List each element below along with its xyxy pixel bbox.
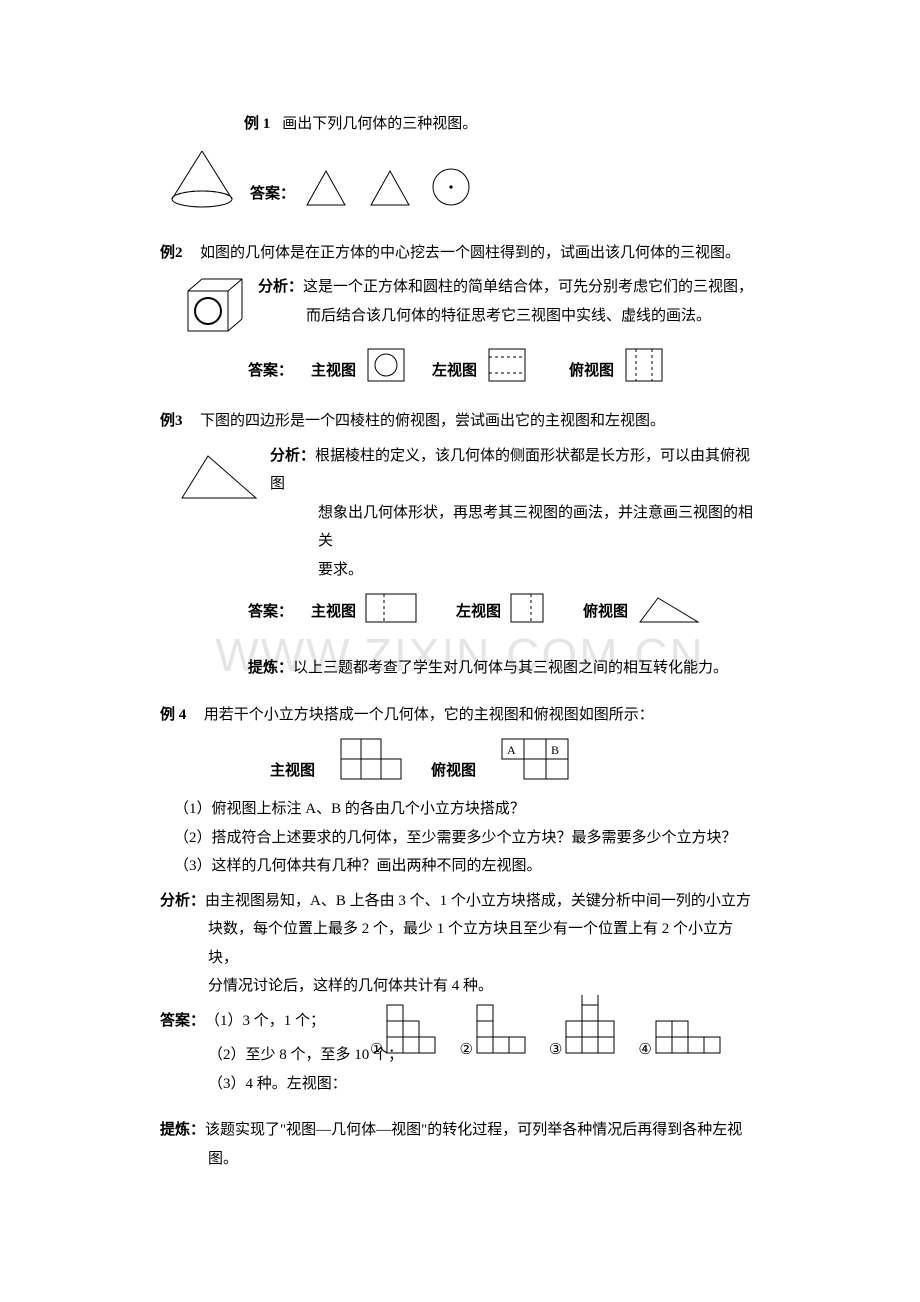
leftview-3: ③ — [549, 995, 618, 1065]
document-page: 例 1 画出下列几何体的三种视图。 答案： — [0, 0, 920, 1251]
ex3-analysis-1: 分析：根据棱柱的定义，该几何体的侧面形状都是长方形，可以由其俯视图 — [270, 442, 760, 499]
ex1-answer-label: 答案： — [250, 180, 295, 209]
ex3-front-label: 主视图 — [311, 598, 356, 627]
ex2-analysis-label: 分析： — [258, 279, 303, 295]
ex3-left-label: 左视图 — [456, 598, 501, 627]
leftview-2: ② — [459, 995, 528, 1065]
ex2-analysis-2: 而后结合该几何体的特征思考它三视图中实线、虚线的画法。 — [258, 302, 760, 331]
triangle-front-icon — [301, 165, 351, 209]
ex1-header-row: 例 1 画出下列几何体的三种视图。 — [160, 110, 760, 139]
leftview-2-num: ② — [459, 1036, 472, 1065]
ex4-answer-label: 答案： — [160, 1007, 205, 1036]
ex3-front-svg — [362, 590, 420, 626]
ex2-top-group: 俯视图 — [569, 345, 666, 385]
ex2-body: 分析：这是一个正方体和圆柱的简单结合体，可先分别考虑它们的三视图， 而后结合该几… — [160, 273, 760, 345]
ex4-top-svg: A B — [498, 735, 574, 785]
ex2-front-svg — [364, 345, 408, 385]
ex3-distill-label: 提炼： — [248, 660, 293, 676]
example-4: 例 4 用若干个小立方块搭成一个几何体，它的主视图和俯视图如图所示： 主视图 俯… — [160, 701, 760, 1174]
ex3-header: 例3 下图的四边形是一个四棱柱的俯视图，尝试画出它的主视图和左视图。 — [160, 407, 760, 436]
ex4-q3: （3）这样的几何体共有几种？画出两种不同的左视图。 — [160, 852, 760, 881]
example-1: 例 1 画出下列几何体的三种视图。 答案： — [160, 110, 760, 209]
leftview-3-num: ③ — [549, 1036, 562, 1065]
ex4-front-svg — [337, 735, 409, 785]
example-3: 例3 下图的四边形是一个四棱柱的俯视图，尝试画出它的主视图和左视图。 分析：根据… — [160, 407, 760, 683]
ex4-analysis-l1: 由主视图易知，A、B 上各由 3 个、1 个小立方块搭成，关键分析中间一列的小立… — [205, 893, 751, 909]
ex4-figure-row: 主视图 俯视图 A B — [160, 735, 760, 785]
ex1-figures-row: 答案： — [160, 145, 760, 209]
ex4-distill-l1: 该题实现了"视图—几何体—视图"的转化过程，可列举各种情况后再得到各种左视 — [205, 1122, 742, 1138]
ex3-analysis-text3: 要求。 — [318, 562, 363, 578]
ex4-q2: （2）搭成符合上述要求的几何体，至少需要多少个立方块？最多需要多少个立方块？ — [160, 824, 760, 853]
ex3-distill: 提炼：以上三题都考查了学生对几何体与其三视图之间的相互转化能力。 — [160, 654, 760, 683]
cell-A: A — [507, 743, 516, 757]
ex3-distill-text: 以上三题都考查了学生对几何体与其三视图之间的相互转化能力。 — [293, 660, 728, 676]
ex3-top-group: 俯视图 — [583, 592, 704, 626]
ex4-prompt: 用若干个小立方块搭成一个几何体，它的主视图和俯视图如图所示： — [204, 707, 654, 723]
ex4-label: 例 4 — [160, 707, 186, 723]
ex1-prompt: 画出下列几何体的三种视图。 — [282, 110, 477, 139]
ex3-top-svg — [634, 592, 704, 626]
ex3-analysis-text2: 想象出几何体形状，再思考其三视图的画法，并注意画三视图的相关 — [318, 499, 760, 556]
ex2-label: 例2 — [160, 245, 183, 261]
ex3-analysis-3: 要求。 — [270, 556, 760, 585]
ex3-label: 例3 — [160, 413, 183, 429]
ex4-ans3: （3）4 种。左视图： — [208, 1076, 347, 1092]
ex2-prompt: 如图的几何体是在正方体的中心挖去一个圆柱得到的，试画出该几何体的三视图。 — [200, 245, 740, 261]
ex4-top-label: 俯视图 — [431, 757, 476, 786]
ex4-distill-label: 提炼： — [160, 1122, 205, 1138]
ex2-answer-label: 答案： — [248, 357, 293, 386]
ex3-left-svg — [507, 590, 547, 626]
ex3-analysis-label: 分析： — [270, 448, 315, 464]
circle-top-icon — [429, 165, 473, 209]
cube-hole-figure — [180, 273, 252, 345]
ex3-analysis-2: 想象出几何体形状，再思考其三视图的画法，并注意画三视图的相关 — [270, 499, 760, 556]
ex4-ans1: （1）3 个，1 个； — [205, 1007, 325, 1036]
ex4-answers: 答案： （1）3 个，1 个； （2）至少 8 个，至多 10 个； （3）4 … — [160, 1007, 760, 1099]
ex2-front-group: 主视图 — [311, 345, 408, 385]
example-2: 例2 如图的几何体是在正方体的中心挖去一个圆柱得到的，试画出该几何体的三视图。 — [160, 239, 760, 386]
ex4-analysis-l2: 块数，每个位置上最多 2 个，最少 1 个立方块且至少有一个位置上有 2 个小立… — [208, 921, 733, 966]
ex4-q1: （1）俯视图上标注 A、B 的各由几个小立方块搭成？ — [160, 795, 760, 824]
ex4-analysis: 分析：由主视图易知，A、B 上各由 3 个、1 个小立方块搭成，关键分析中间一列… — [160, 887, 760, 1001]
ex2-answer-row: 答案： 主视图 左视图 — [160, 345, 760, 385]
ex3-analysis-text1: 根据棱柱的定义，该几何体的侧面形状都是长方形，可以由其俯视图 — [270, 448, 750, 493]
ex2-analysis-text1: 这是一个正方体和圆柱的简单结合体，可先分别考虑它们的三视图， — [303, 279, 753, 295]
ex2-header: 例2 如图的几何体是在正方体的中心挖去一个圆柱得到的，试画出该几何体的三视图。 — [160, 239, 760, 268]
leftview-4-num: ④ — [638, 1036, 651, 1065]
ex3-left-group: 左视图 — [456, 590, 547, 626]
ex3-body: 分析：根据棱柱的定义，该几何体的侧面形状都是长方形，可以由其俯视图 想象出几何体… — [160, 442, 760, 585]
ex3-top-label: 俯视图 — [583, 598, 628, 627]
ex2-front-label: 主视图 — [311, 357, 356, 386]
ex2-top-label: 俯视图 — [569, 357, 614, 386]
ex3-answer-label: 答案： — [248, 598, 293, 627]
triangle-left-icon — [365, 165, 415, 209]
cone-figure — [160, 145, 244, 209]
ex4-distill-l2: 图。 — [208, 1151, 238, 1167]
ex4-header: 例 4 用若干个小立方块搭成一个几何体，它的主视图和俯视图如图所示： — [160, 701, 760, 730]
ex2-left-svg — [485, 345, 529, 385]
ex2-analysis-1: 分析：这是一个正方体和圆柱的简单结合体，可先分别考虑它们的三视图， — [258, 273, 760, 302]
cell-B: B — [551, 743, 559, 757]
ex2-top-svg — [622, 345, 666, 385]
quad-top-figure — [174, 446, 264, 504]
ex2-analysis-text2: 而后结合该几何体的特征思考它三视图中实线、虚线的画法。 — [306, 302, 711, 331]
ex3-answer-row: 答案： 主视图 左视图 — [160, 590, 760, 626]
ex1-label: 例 1 — [244, 110, 270, 139]
leftview-1: ① — [370, 995, 439, 1065]
ex4-distill: 提炼：该题实现了"视图—几何体—视图"的转化过程，可列举各种情况后再得到各种左视… — [160, 1116, 760, 1173]
leftview-4: ④ — [638, 995, 723, 1065]
ex2-left-label: 左视图 — [432, 357, 477, 386]
leftview-1-num: ① — [370, 1036, 383, 1065]
ex2-left-group: 左视图 — [432, 345, 529, 385]
ex3-prompt: 下图的四边形是一个四棱柱的俯视图，尝试画出它的主视图和左视图。 — [200, 413, 665, 429]
ex3-front-group: 主视图 — [311, 590, 420, 626]
ex4-analysis-label: 分析： — [160, 893, 205, 909]
ex4-analysis-l3: 分情况讨论后，这样的几何体共计有 4 种。 — [208, 978, 493, 994]
ex4-front-label: 主视图 — [270, 757, 315, 786]
ex4-left-views: ① ② — [370, 995, 724, 1065]
